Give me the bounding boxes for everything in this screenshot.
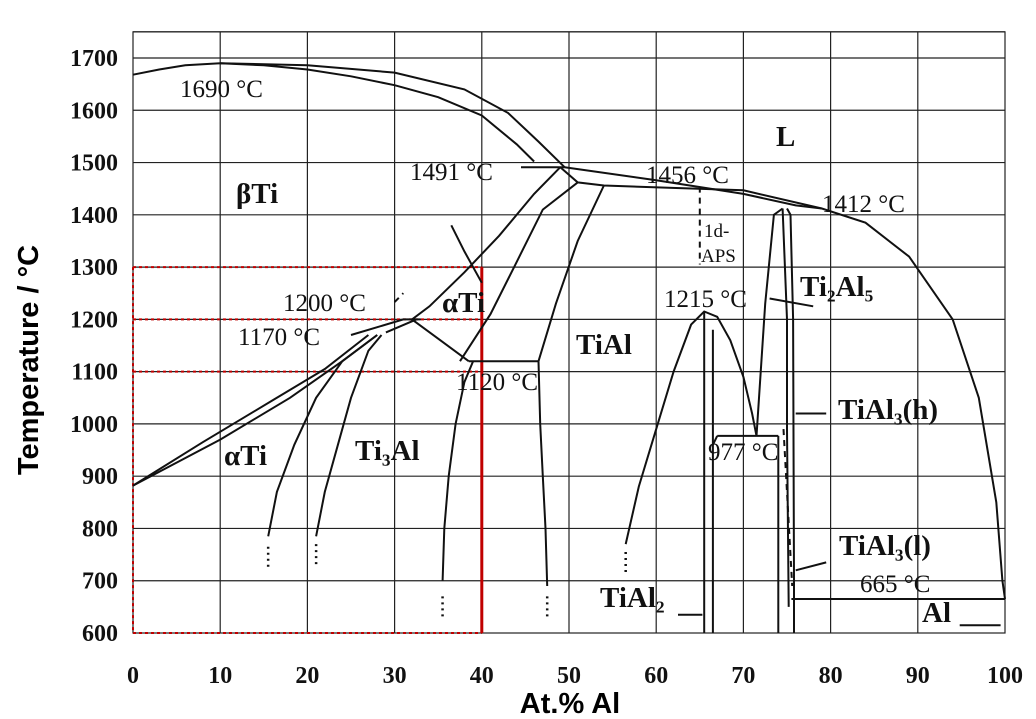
temperature-label: 977 °C [708,439,778,466]
phase-label: Al [922,597,951,629]
y-tick-label: 1300 [70,255,118,281]
temperature-label: 1412 °C [822,191,905,218]
phase-label: αTi [442,287,485,319]
y-tick-label: 900 [82,464,118,490]
phase-label: Ti₃Al [355,435,420,467]
x-tick-label: 10 [208,663,232,689]
x-tick-label: 20 [295,663,319,689]
liquidus-right [564,166,1006,600]
x-tick-label: 70 [731,663,755,689]
temperature-label: 1200 °C [283,290,366,317]
phase-label: TiAl₃(l) [839,530,931,562]
x-tick-label: 80 [819,663,843,689]
y-tick-label: 600 [82,621,118,647]
peritectoid-end [711,435,719,446]
tial2-dome [624,310,758,545]
phase-labels: 1690 °C 1491 °C 1456 °C 1412 °C 1200 °C 1170 … [180,76,951,629]
x-tick-label: 30 [383,663,407,689]
beta-alpha-curve [450,224,483,284]
x-tick-label: 0 [127,663,139,689]
highlight-region [132,266,484,634]
phase-label: L [776,121,795,153]
temperature-label: 665 °C [860,571,930,598]
x-tick-label: 50 [557,663,581,689]
temperature-label: 1690 °C [180,76,263,103]
y-tick-label: 1100 [71,360,118,386]
phase-label: 1d- [704,221,729,242]
tial3-right-boundary [781,208,790,607]
label-leader [795,561,827,572]
phase-label: Ti₂Al₅ [800,271,874,303]
phase-boundaries [132,62,1006,633]
ti3al-left-lower [267,334,378,537]
temperature-label: 1170 °C [238,324,320,351]
phase-label: APS [701,246,736,267]
ti3al-left-upper [315,334,383,537]
x-tick-label: 40 [470,663,494,689]
x-tick-label: 90 [906,663,930,689]
temperature-label: 1215 °C [664,286,747,313]
tial-alpha2-right [537,361,549,587]
temperature-label: 1456 °C [646,162,729,189]
ti3al-peak [385,318,417,334]
phase-label: TiAl₃(h) [838,394,938,426]
y-axis-title: Temperature / °C [13,245,45,475]
alpha-left-boundary [411,166,562,321]
x-tick-label: 60 [644,663,668,689]
y-tick-label: 1700 [70,46,118,72]
alpha-ti3al-boundary [411,318,470,363]
y-tick-label: 1400 [70,203,118,229]
y-tick-label: 1200 [70,307,118,333]
tial3-transition [782,429,794,587]
tial-left-boundary [537,185,605,362]
x-axis-title: At.% Al [520,688,620,719]
phase-label: TiAl₂ [600,582,665,614]
temperature-label: 1120 °C [456,369,538,396]
y-tick-label: 1500 [70,151,118,177]
y-tick-label: 700 [82,569,118,595]
x-tick-label: 100 [987,663,1023,689]
y-tick-label: 800 [82,516,118,542]
phase-label: αTi [224,440,267,472]
phase-label: TiAl [576,329,632,361]
liquidus-left [220,62,566,168]
temperature-label: 1491 °C [410,159,493,186]
alpha-right-boundary [459,181,579,362]
short-dash-1200 [393,292,405,303]
alpha-beta-upper [132,334,370,487]
ti3al-right [441,360,475,581]
ti2al5-left [755,207,784,436]
phase-label: βTi [236,178,278,210]
y-tick-label: 1600 [70,98,118,124]
beta-transus-upper [132,62,535,163]
y-tick-label: 1000 [70,412,118,438]
tick-labels: 0 10 20 30 40 50 60 70 80 90 100 600 700 800 900 1000 11… [70,46,1023,689]
label-leader [769,297,814,308]
